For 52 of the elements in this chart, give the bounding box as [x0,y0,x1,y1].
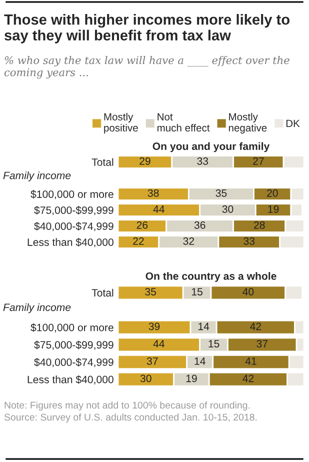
y-tick-label: $75,000-$99,999 [34,340,114,350]
data-label: 15 [208,340,220,348]
data-label: 40 [242,288,254,296]
data-label: 35 [145,288,156,296]
y-tick-label: $40,000-$74,999 [34,222,114,232]
data-label: 15 [192,288,202,296]
data-label: 42 [250,322,261,330]
data-label: 28 [254,221,265,229]
text: On the country as a whole [146,272,276,282]
data-label: 41 [245,357,256,365]
legend-label: Mostly positive [104,112,138,134]
data-label: 44 [153,205,164,213]
data-label: 26 [136,221,148,229]
data-label: 14 [198,322,210,330]
data-label: 30 [140,374,152,382]
chart-subtitle: % who say the tax law will have a ____ effect over the coming years ... [4,56,290,78]
data-label: 30 [222,205,234,213]
data-label: 35 [216,189,227,197]
legend-label: Not much effect [157,113,210,132]
y-tick-label: Total [92,158,114,166]
data-label: 14 [194,357,206,365]
text: Note: Figures may not add to 100% because of rounding. [4,401,250,411]
data-label: 44 [153,340,164,348]
data-label: 36 [194,221,206,229]
legend-label: DK [286,120,300,127]
data-label: 42 [242,374,254,382]
source-note: Source: Survey of U.S. adults conducted Jan. 10-15, 2018. [4,413,257,423]
data-label: 19 [268,205,279,213]
data-label: 20 [267,189,278,197]
text: On you and your family [152,142,270,152]
y-tick-label: $40,000-$74,999 [34,358,114,368]
data-label: 33 [244,237,255,245]
y-tick-label: $100,000 or more [30,190,114,200]
data-label: 33 [197,157,208,165]
text: Family income [3,171,71,182]
y-tick-label: Total [92,288,114,297]
data-label: 29 [140,157,150,165]
y-tick-label: $75,000-$99,999 [34,206,114,216]
data-label: 32 [183,237,194,245]
data-label: 37 [146,357,158,365]
data-label: 38 [148,189,159,197]
y-tick-label: $100,000 or more [30,323,114,333]
y-tick-label: Less than $40,000 [28,375,114,385]
data-label: 22 [133,237,144,245]
data-label: 19 [186,374,197,382]
data-label: 27 [253,157,264,165]
chart-title: Those with higher incomes more likely to say they will benefit from tax law [4,14,290,44]
y-tick-label: Less than $40,000 [28,238,114,248]
text: Family income [3,303,71,314]
data-label: 37 [256,340,268,348]
data-label: 39 [148,322,160,330]
legend-label: Mostly negative [228,112,267,134]
